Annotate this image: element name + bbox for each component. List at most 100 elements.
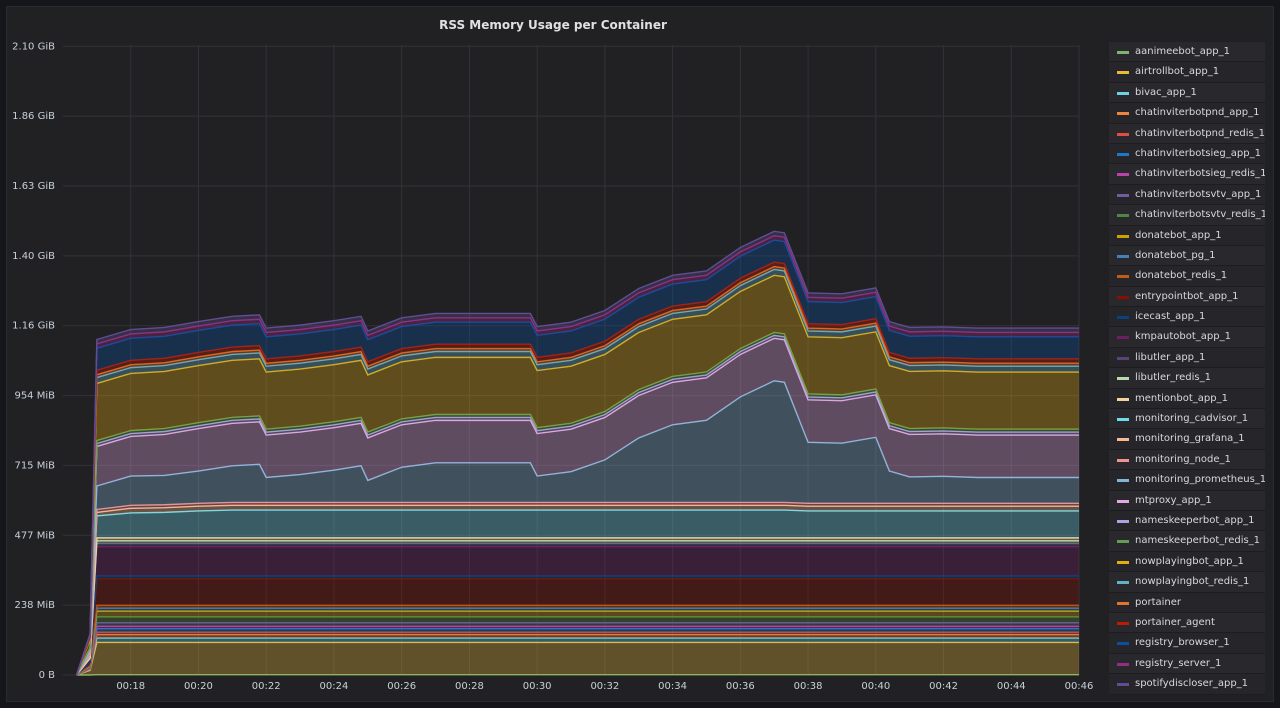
series-line-monitoring_node_1[interactable] [75, 501, 1079, 676]
x-tick-label: 00:30 [523, 681, 552, 692]
legend-item[interactable]: chatinviterbotsieg_app_1 [1109, 143, 1265, 165]
series-line-chatinviterbotsieg_redis_1[interactable] [76, 625, 1079, 676]
legend-item[interactable]: airtrollbot_app_1 [1109, 62, 1265, 83]
panel-title[interactable]: RSS Memory Usage per Container [439, 18, 667, 32]
legend-swatch [1117, 112, 1129, 116]
legend-item[interactable]: aanimeebot_app_1 [1109, 42, 1265, 63]
series-line-bivac_app_1[interactable] [76, 637, 1079, 676]
legend-label: nowplayingbot_redis_1 [1135, 576, 1250, 588]
series-line-airtrollbot_app_1[interactable] [76, 641, 1079, 676]
series-line-nameskeeperbot_app_1[interactable] [75, 334, 1079, 676]
series-line-monitoring_cadvisor_1[interactable] [75, 509, 1079, 676]
series-line-icecast_app_1[interactable] [76, 575, 1079, 676]
legend-item[interactable]: donatebot_redis_1 [1109, 266, 1265, 287]
series-line-registry_server_1[interactable] [75, 235, 1079, 676]
legend-swatch [1117, 438, 1129, 442]
series-line-registry_browser_1[interactable] [75, 239, 1079, 676]
legend-item[interactable]: mentionbot_app_1 [1109, 388, 1265, 410]
legend-swatch [1117, 51, 1129, 54]
legend-label: nameskeeperbot_redis_1 [1135, 535, 1261, 547]
series-area-monitoring_cadvisor_1[interactable] [76, 510, 1079, 675]
legend-item[interactable]: monitoring_prometheus_1 [1109, 470, 1265, 491]
legend-item[interactable]: bivac_app_1 [1109, 82, 1265, 104]
legend-label: chatinviterbotsvtv_redis_1 [1135, 209, 1265, 221]
legend-item[interactable]: nameskeeperbot_redis_1 [1109, 531, 1265, 552]
legend-item[interactable]: registry_server_1 [1109, 653, 1265, 675]
series-line-nowplayingbot_app_1[interactable] [75, 274, 1079, 676]
x-tick-label: 00:18 [116, 681, 145, 692]
legend-item[interactable]: chatinviterbotpnd_app_1 [1109, 103, 1265, 124]
legend-item[interactable]: chatinviterbotsieg_redis_1 [1109, 164, 1265, 185]
series-line-portainer[interactable] [75, 265, 1079, 676]
stacked-area-chart[interactable]: 0 B 238 MiB 477 MiB 715 MiB 954 MiB 1.16 GiB 1… [7, 7, 1107, 703]
legend-item[interactable]: chatinviterbotpnd_redis_1 [1109, 123, 1265, 144]
legend-item[interactable]: monitoring_node_1 [1109, 449, 1265, 471]
series-line-monitoring_grafana_1[interactable] [75, 504, 1079, 676]
legend-item[interactable]: mtproxy_app_1 [1109, 490, 1265, 511]
series-area-bivac_app_1[interactable] [76, 638, 1079, 675]
legend-item[interactable]: registry_browser_1 [1109, 633, 1265, 654]
series-line-donatebot_app_1[interactable] [76, 610, 1079, 676]
series-line-libutler_app_1[interactable] [76, 543, 1079, 676]
series-line-chatinviterbotsieg_app_1[interactable] [76, 628, 1079, 676]
series-line-chatinviterbotpnd_app_1[interactable] [76, 633, 1079, 676]
legend-item[interactable]: spotifydiscloser_app_1 [1109, 674, 1265, 695]
legend-label: nameskeeperbot_app_1 [1135, 514, 1255, 526]
series-line-entrypointbot_app_1[interactable] [76, 578, 1079, 676]
series-area-airtrollbot_app_1[interactable] [76, 642, 1079, 675]
legend-swatch [1117, 499, 1129, 503]
series-area-kmpautobot_app_1[interactable] [76, 546, 1079, 675]
legend-item[interactable]: donatebot_pg_1 [1109, 245, 1265, 267]
legend-item[interactable]: chatinviterbotsvtv_app_1 [1109, 184, 1265, 206]
legend-item[interactable]: donatebot_app_1 [1109, 225, 1265, 246]
series-line-portainer_agent[interactable] [75, 261, 1079, 676]
legend-item[interactable]: libutler_app_1 [1109, 347, 1265, 369]
legend-swatch [1117, 479, 1129, 483]
legend-item[interactable]: libutler_redis_1 [1109, 368, 1265, 389]
series-line-chatinviterbotpnd_redis_1[interactable] [76, 631, 1079, 676]
series-line-libutler_redis_1[interactable] [76, 540, 1079, 676]
series-line-kmpautobot_app_1[interactable] [76, 545, 1079, 676]
series-line-chatinviterbotsvtv_redis_1[interactable] [76, 616, 1079, 676]
x-tick-label: 00:26 [387, 681, 416, 692]
legend-item[interactable]: chatinviterbotsvtv_redis_1 [1109, 205, 1265, 226]
legend-item[interactable]: kmpautobot_app_1 [1109, 327, 1265, 348]
legend-item[interactable]: nowplayingbot_app_1 [1109, 551, 1265, 573]
legend-item[interactable]: monitoring_grafana_1 [1109, 429, 1265, 450]
legend-swatch [1117, 662, 1129, 666]
x-tick-label: 00:34 [658, 681, 687, 692]
series-line-monitoring_prometheus_1[interactable] [75, 380, 1079, 676]
legend-label: monitoring_cadvisor_1 [1135, 413, 1249, 425]
series-line-donatebot_redis_1[interactable] [76, 604, 1079, 676]
series-area-mtproxy_app_1[interactable] [76, 338, 1079, 675]
series-line-mtproxy_app_1[interactable] [75, 337, 1079, 676]
legend-item[interactable]: portainer [1109, 592, 1265, 613]
series-line-donatebot_pg_1[interactable] [76, 607, 1079, 676]
legend-item[interactable]: entrypointbot_app_1 [1109, 286, 1265, 308]
y-tick-label: 954 MiB [14, 391, 55, 402]
series-area-registry_browser_1[interactable] [76, 240, 1079, 675]
series-line-spotifydiscloser_app_1[interactable] [75, 230, 1079, 676]
legend-swatch [1117, 377, 1129, 381]
series-areas [75, 230, 1079, 676]
legend-item[interactable]: nowplayingbot_redis_1 [1109, 572, 1265, 593]
series-line-mentionbot_app_1[interactable] [75, 537, 1079, 676]
legend-label: donatebot_app_1 [1135, 229, 1222, 241]
legend-swatch [1117, 295, 1129, 299]
legend-item[interactable]: nameskeeperbot_app_1 [1109, 510, 1265, 532]
legend-item[interactable]: icecast_app_1 [1109, 307, 1265, 328]
y-tick-label: 1.86 GiB [12, 111, 55, 122]
series-area-chatinviterbotsvtv_redis_1[interactable] [76, 616, 1079, 675]
legend-swatch [1117, 621, 1129, 625]
legend-item[interactable]: portainer_agent [1109, 612, 1265, 634]
graph-panel: RSS Memory Usage per Container 0 B 238 Mi… [6, 6, 1274, 702]
legend-item[interactable]: monitoring_cadvisor_1 [1109, 409, 1265, 430]
series-line-chatinviterbotsvtv_app_1[interactable] [76, 622, 1079, 676]
series-area-monitoring_prometheus_1[interactable] [76, 380, 1079, 675]
series-line-nameskeeperbot_redis_1[interactable] [75, 331, 1079, 676]
legend-label: monitoring_grafana_1 [1135, 433, 1245, 445]
x-tick-label: 00:44 [997, 681, 1026, 692]
series-area-entrypointbot_app_1[interactable] [76, 578, 1079, 675]
series-line-nowplayingbot_redis_1[interactable] [75, 268, 1079, 676]
series-area-nowplayingbot_app_1[interactable] [76, 275, 1079, 675]
